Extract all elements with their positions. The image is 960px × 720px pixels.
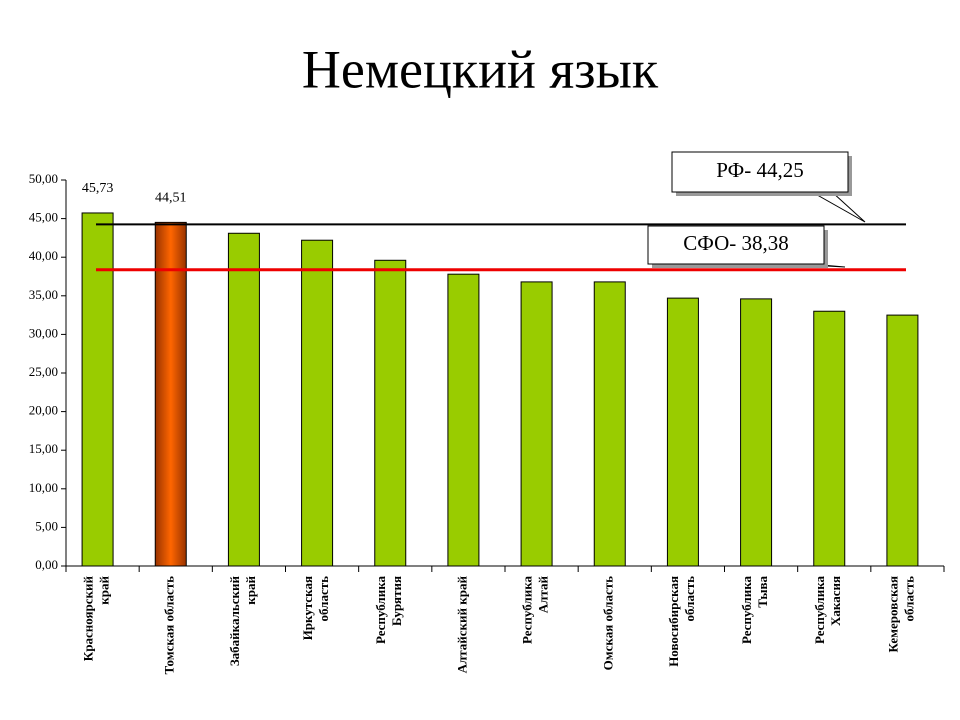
- y-tick-label: 40,00: [29, 248, 58, 263]
- x-tick-label: Иркутская: [300, 576, 315, 640]
- bar: [81, 212, 114, 567]
- bar: [740, 298, 773, 567]
- bar: [154, 221, 187, 567]
- bar: [520, 281, 553, 567]
- x-tick-label: область: [316, 576, 331, 622]
- x-tick-label: Республика: [520, 576, 535, 645]
- y-tick-label: 15,00: [29, 441, 58, 456]
- x-tick-label: Республика: [812, 576, 827, 645]
- x-tick-label: Алтай: [536, 575, 551, 613]
- callout-pointer: [810, 191, 866, 223]
- y-tick-label: 5,00: [35, 518, 58, 533]
- x-tick-label: Республика: [373, 576, 388, 645]
- x-tick-label: Томская область: [162, 576, 177, 675]
- bar: [227, 232, 260, 567]
- y-tick-label: 30,00: [29, 325, 58, 340]
- value-label: 44,51: [155, 191, 187, 206]
- bar: [886, 314, 919, 567]
- x-tick-label: область: [682, 576, 697, 622]
- x-tick-label: Забайкальский: [227, 575, 242, 666]
- x-tick-label: Тыва: [755, 576, 770, 608]
- y-tick-label: 0,00: [35, 557, 58, 572]
- x-tick-label: Кемеровская: [885, 576, 900, 653]
- x-tick-label: Красноярский: [81, 576, 96, 662]
- x-tick-label: Хакасия: [828, 576, 843, 626]
- bar: [447, 273, 480, 567]
- x-tick-label: Алтайский край: [454, 575, 469, 673]
- x-tick-label: Омская область: [601, 576, 616, 670]
- value-label: 45,73: [82, 181, 114, 196]
- bar: [593, 281, 626, 567]
- bar: [666, 297, 699, 567]
- chart-title: Немецкий язык: [302, 39, 659, 99]
- callout-label: СФО- 38,38: [683, 231, 789, 255]
- y-tick-label: 45,00: [29, 210, 58, 225]
- bar: [813, 310, 846, 567]
- callout-label: РФ- 44,25: [716, 158, 803, 182]
- bar: [301, 239, 334, 567]
- y-tick-label: 35,00: [29, 287, 58, 302]
- x-tick-label: Новосибирская: [666, 576, 681, 667]
- callout-box: [647, 225, 825, 265]
- x-tick-label: край: [243, 575, 258, 604]
- y-tick-label: 20,00: [29, 403, 58, 418]
- y-tick-label: 50,00: [29, 171, 58, 186]
- y-tick-label: 10,00: [29, 480, 58, 495]
- x-tick-label: область: [901, 576, 916, 622]
- bar: [374, 259, 407, 567]
- callout-box: [671, 151, 849, 193]
- x-tick-label: край: [97, 575, 112, 604]
- x-tick-label: Бурятия: [389, 576, 404, 626]
- x-tick-label: Республика: [739, 576, 754, 645]
- y-tick-label: 25,00: [29, 364, 58, 379]
